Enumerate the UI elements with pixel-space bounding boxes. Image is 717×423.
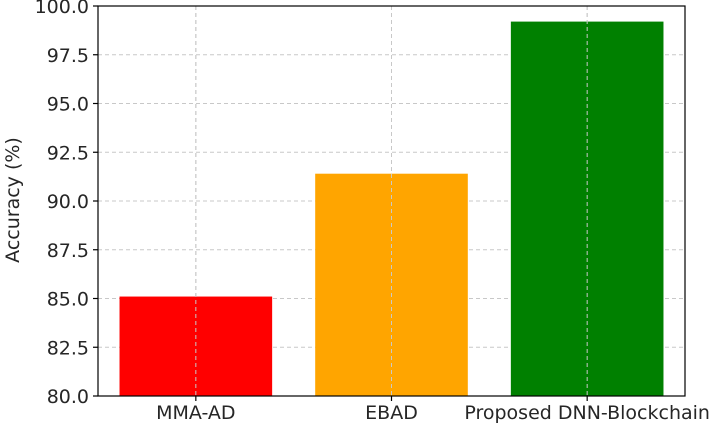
y-axis-label: Accuracy (%) [2, 137, 24, 263]
axis-layer: 80.0 82.5 85.0 87.5 90.0 92.5 95.0 97.5 100.0 MMA… [35, 0, 710, 423]
y-tick-label: 87.5 [47, 240, 89, 262]
y-tick-label: 97.5 [47, 45, 89, 67]
y-tick-label: 82.5 [47, 337, 89, 359]
y-tick-label: 85.0 [47, 289, 89, 311]
x-tick-label: EBAD [365, 402, 418, 423]
bar-mma-ad [119, 296, 273, 396]
y-tick-label: 90.0 [47, 191, 89, 213]
bar-layer [119, 6, 664, 396]
x-tick-label: MMA-AD [156, 402, 235, 423]
x-tick-label: Proposed DNN-Blockchain [464, 402, 710, 423]
y-tick-label: 100.0 [35, 0, 89, 18]
y-tick-label: 92.5 [47, 142, 89, 164]
y-tick-label: 95.0 [47, 94, 89, 116]
y-tick-label: 80.0 [47, 386, 89, 408]
bar-ebad [315, 173, 468, 396]
plot-frame [97, 5, 686, 397]
